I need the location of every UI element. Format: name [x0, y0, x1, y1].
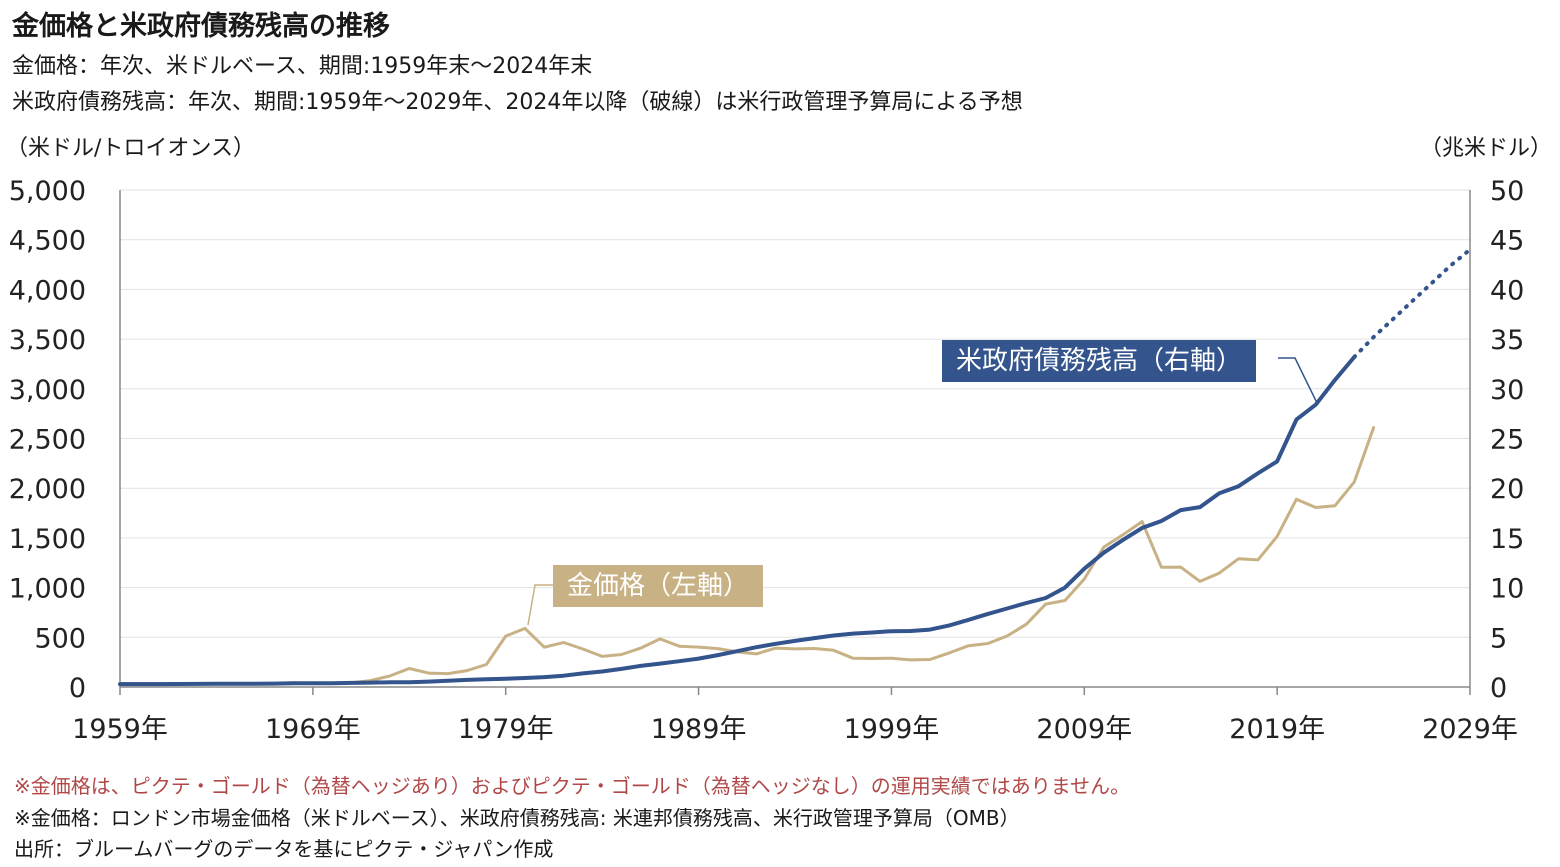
- debt-label-leader: [1278, 357, 1319, 406]
- gold-label-leader: [527, 584, 553, 626]
- gold-price-line: [118, 426, 1376, 685]
- left-tick-label: 2,500: [9, 425, 86, 456]
- chart-title: 金価格と米政府債務残高の推移: [12, 11, 390, 42]
- disclaimer-note: ※金価格は、ピクテ・ゴールド（為替ヘッジあり）およびピクテ・ゴールド（為替ヘッジ…: [14, 774, 1131, 798]
- right-tick-label: 25: [1490, 425, 1524, 456]
- subtitle-gold: 金価格：年次、米ドルベース、期間:1959年末～2024年末: [12, 54, 593, 79]
- x-tick-label: 2009年: [1036, 714, 1132, 745]
- left-tick-label: 4,000: [9, 275, 86, 306]
- right-tick-label: 15: [1490, 524, 1524, 555]
- x-tick-label: 1959年: [72, 714, 168, 745]
- x-tick-label: 1979年: [458, 714, 554, 745]
- right-tick-label: 45: [1490, 226, 1524, 257]
- right-axis-unit: （兆米ドル）: [1419, 136, 1552, 161]
- subtitle-debt: 米政府債務残高：年次、期間:1959年～2029年、2024年以降（破線）は米行…: [12, 90, 1023, 115]
- left-axis-unit: （米ドル/トロイオンス）: [6, 136, 255, 161]
- right-tick-label: 10: [1490, 574, 1524, 605]
- debt-forecast-line: [1352, 247, 1472, 359]
- x-tick-label: 2029年: [1422, 714, 1518, 745]
- right-tick-label: 0: [1490, 673, 1507, 704]
- sources-note: ※金価格：ロンドン市場金価格（米ドルベース）、米政府債務残高: 米連邦債務残高、…: [14, 806, 1020, 830]
- gold-series-label: 金価格（左軸）: [553, 565, 764, 607]
- debt-series-label: 米政府債務残高（右軸）: [942, 340, 1257, 382]
- right-tick-label: 5: [1490, 623, 1507, 654]
- left-tick-label: 4,500: [9, 226, 86, 257]
- right-tick-label: 50: [1490, 176, 1524, 207]
- right-tick-label: 20: [1490, 474, 1524, 505]
- left-tick-label: 1,500: [9, 524, 86, 555]
- x-tick-label: 2019年: [1229, 714, 1325, 745]
- x-tick-label: 1999年: [844, 714, 940, 745]
- debt-line: [118, 355, 1357, 687]
- origin-note: 出所：ブルームバーグのデータを基にピクテ・ジャパン作成: [14, 837, 554, 861]
- x-tick-label: 1969年: [265, 714, 361, 745]
- left-tick-label: 3,500: [9, 325, 86, 356]
- left-tick-label: 5,000: [9, 176, 86, 207]
- right-tick-label: 40: [1490, 275, 1524, 306]
- left-tick-label: 2,000: [9, 474, 86, 505]
- left-tick-label: 3,000: [9, 375, 86, 406]
- x-tick-label: 1989年: [651, 714, 747, 745]
- left-tick-label: 0: [69, 673, 86, 704]
- right-tick-label: 35: [1490, 325, 1524, 356]
- left-tick-label: 500: [34, 623, 86, 654]
- right-tick-label: 30: [1490, 375, 1524, 406]
- left-tick-label: 1,000: [9, 574, 86, 605]
